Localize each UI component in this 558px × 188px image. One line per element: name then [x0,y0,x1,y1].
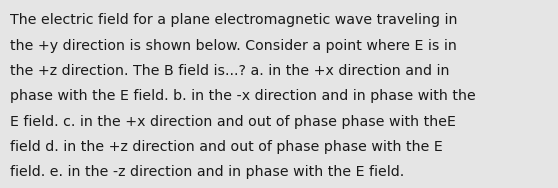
Text: phase with the E field. b. in the -x direction and in phase with the: phase with the E field. b. in the -x dir… [10,89,476,103]
Text: field d. in the +z direction and out of phase phase with the E: field d. in the +z direction and out of … [10,140,443,154]
Text: the +y direction is shown below. Consider a point where E is in: the +y direction is shown below. Conside… [10,39,457,52]
Text: E field. c. in the +x direction and out of phase phase with theE: E field. c. in the +x direction and out … [10,115,456,129]
Text: the +z direction. The B field is...? a. in the +x direction and in: the +z direction. The B field is...? a. … [10,64,450,78]
Text: The electric field for a plane electromagnetic wave traveling in: The electric field for a plane electroma… [10,13,458,27]
Text: field. e. in the -z direction and in phase with the E field.: field. e. in the -z direction and in pha… [10,165,405,179]
